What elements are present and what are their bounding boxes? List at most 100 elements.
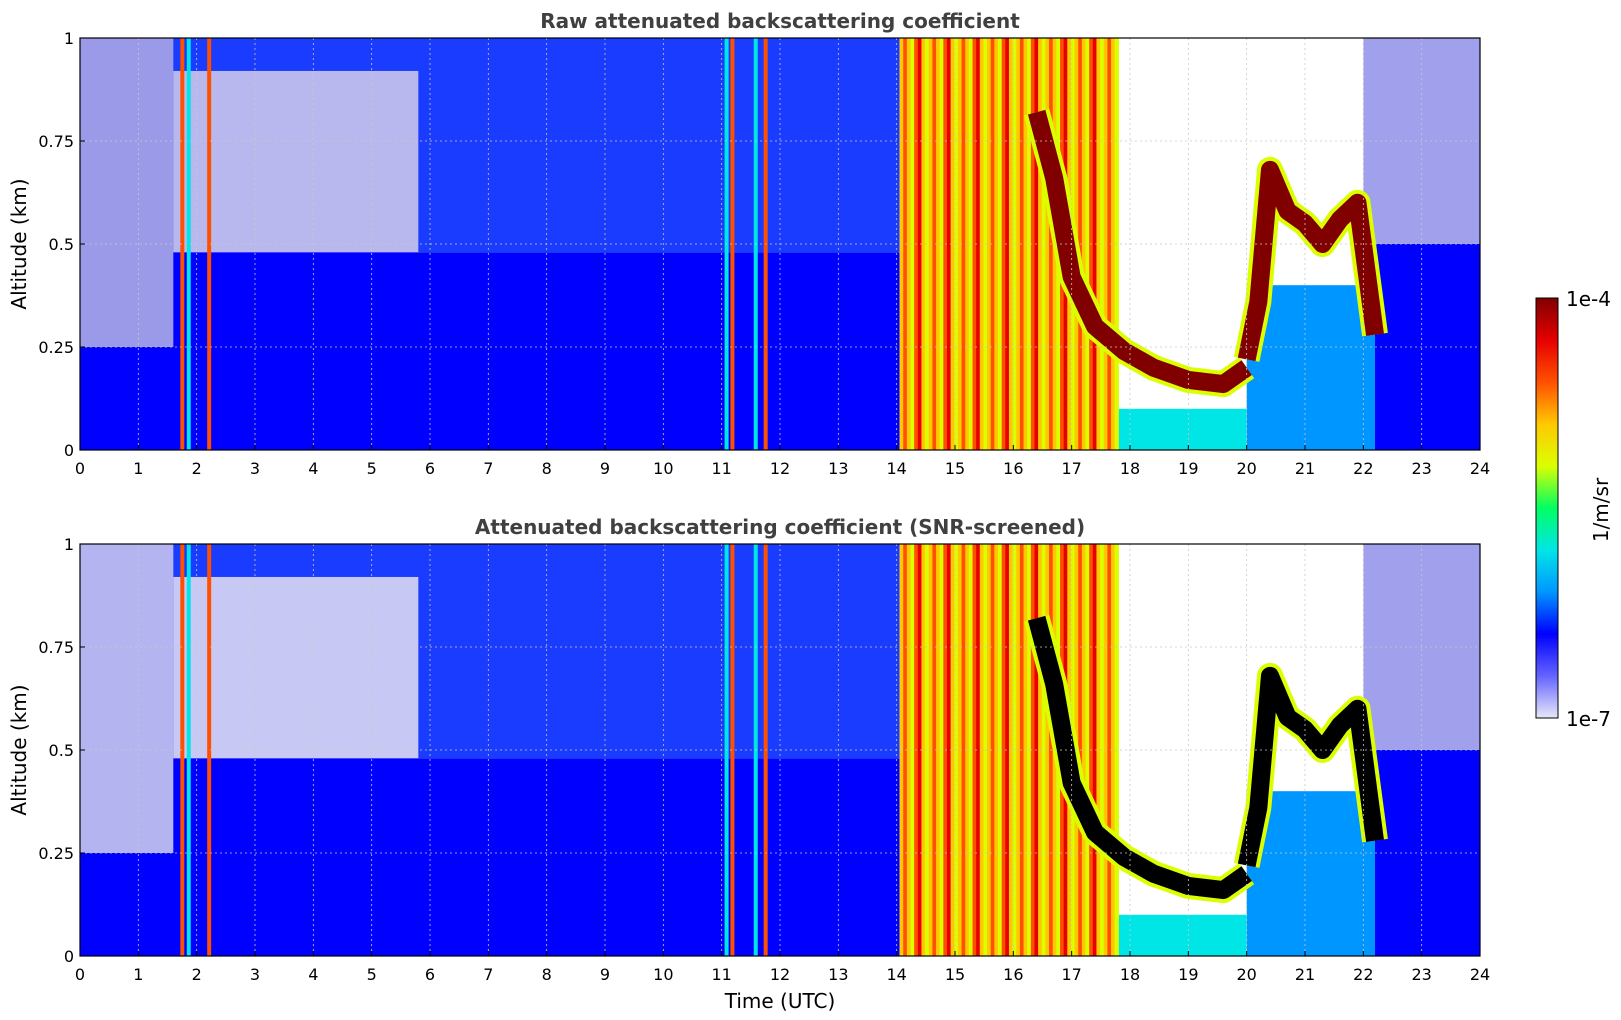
x-tick-label: 10 <box>653 459 673 478</box>
x-tick-label: 14 <box>886 965 906 984</box>
precip-column <box>950 544 955 956</box>
vertical-streak <box>207 544 212 956</box>
x-tick-label: 2 <box>192 459 202 478</box>
x-tick-label: 9 <box>600 459 610 478</box>
precip-column <box>917 544 923 956</box>
x-tick-label: 4 <box>308 459 318 478</box>
heatmap-region <box>80 252 900 450</box>
colorbar-min-label: 1e-7 <box>1566 707 1611 731</box>
heatmap-region <box>173 70 419 253</box>
precip-column <box>961 38 966 450</box>
x-tick-label: 19 <box>1178 965 1198 984</box>
x-tick-label: 10 <box>653 965 673 984</box>
x-tick-label: 3 <box>250 965 260 984</box>
x-tick-label: 17 <box>1061 965 1081 984</box>
x-tick-label: 24 <box>1470 965 1490 984</box>
precip-column <box>987 38 992 450</box>
precip-column <box>1092 544 1098 956</box>
precip-column <box>921 38 926 450</box>
x-tick-label: 18 <box>1120 965 1140 984</box>
precip-column <box>1092 38 1098 450</box>
precip-column <box>1030 544 1036 956</box>
heatmap-region <box>80 38 174 347</box>
precip-column <box>1111 38 1116 450</box>
precip-column <box>1030 38 1036 450</box>
x-tick-label: 1 <box>133 459 143 478</box>
screened-backscatter-panel: Attenuated backscattering coefficient (S… <box>7 515 1490 1013</box>
x-tick-label: 5 <box>367 459 377 478</box>
x-tick-label: 13 <box>828 459 848 478</box>
precip-column <box>1081 544 1087 956</box>
precip-column <box>1045 544 1050 956</box>
heatmap-region <box>173 576 419 759</box>
precip-column <box>1001 544 1006 956</box>
y-tick-label: 0.25 <box>38 844 74 863</box>
precip-column <box>921 544 926 956</box>
precip-column <box>906 544 912 956</box>
precip-column <box>1096 38 1101 450</box>
precip-column <box>1096 544 1101 956</box>
x-tick-label: 17 <box>1061 459 1081 478</box>
x-tick-label: 3 <box>250 459 260 478</box>
x-tick-label: 20 <box>1236 459 1256 478</box>
precip-column <box>1085 38 1090 450</box>
raw-panel-title: Raw attenuated backscattering coefficien… <box>540 9 1020 33</box>
x-tick-label: 22 <box>1353 459 1373 478</box>
precip-column <box>1005 38 1010 450</box>
heatmap-region <box>1118 914 1247 956</box>
precip-column <box>925 544 930 956</box>
x-tick-label: 0 <box>75 965 85 984</box>
x-tick-label: 15 <box>945 965 965 984</box>
x-tick-label: 14 <box>886 459 906 478</box>
precip-column <box>1019 544 1025 956</box>
precip-column <box>936 38 941 450</box>
y-tick-label: 0.75 <box>38 638 74 657</box>
raw-backscatter-panel: Raw attenuated backscattering coefficien… <box>7 9 1490 478</box>
y-tick-label: 0.25 <box>38 338 74 357</box>
precip-column <box>1085 544 1090 956</box>
precip-column <box>1041 38 1047 450</box>
precip-column <box>1100 544 1105 956</box>
y-tick-label: 1 <box>64 29 74 48</box>
colorbar-max-label: 1e-4 <box>1566 287 1611 311</box>
colorbar-scale <box>1535 297 1559 719</box>
precip-column <box>1107 544 1112 956</box>
precip-column <box>1027 38 1032 450</box>
screened-y-axis-label: Altitude (km) <box>7 684 31 815</box>
vertical-streak <box>730 544 735 956</box>
precip-column <box>1107 38 1112 450</box>
y-tick-label: 0.75 <box>38 132 74 151</box>
precip-column <box>906 38 912 450</box>
heatmap-region <box>1270 38 1364 195</box>
x-tick-label: 0 <box>75 459 85 478</box>
x-tick-label: 2 <box>192 965 202 984</box>
raw-y-axis-label: Altitude (km) <box>7 178 31 309</box>
precip-column <box>987 544 992 956</box>
x-tick-label: 23 <box>1411 965 1431 984</box>
precip-column <box>1081 38 1087 450</box>
vertical-streak <box>180 38 185 450</box>
x-tick-label: 19 <box>1178 459 1198 478</box>
cloud-base-layer <box>1027 109 1252 394</box>
x-tick-label: 11 <box>711 965 731 984</box>
vertical-streak <box>186 38 191 450</box>
x-tick-label: 13 <box>828 965 848 984</box>
heatmap-region <box>1118 38 1270 335</box>
y-tick-label: 0 <box>64 441 74 460</box>
x-tick-label: 22 <box>1353 965 1373 984</box>
y-tick-label: 0.5 <box>49 741 74 760</box>
precip-column <box>961 544 966 956</box>
colorbar: 1e-4 1e-7 1/m/sr <box>1535 287 1613 731</box>
x-tick-label: 24 <box>1470 459 1490 478</box>
x-tick-label: 5 <box>367 965 377 984</box>
x-tick-label: 8 <box>542 965 552 984</box>
precip-column <box>965 38 970 450</box>
x-tick-label: 21 <box>1295 459 1315 478</box>
screened-y-ticks: 0 0.25 0.5 0.75 1 <box>38 535 85 966</box>
precip-column <box>990 544 995 956</box>
precip-column <box>1111 544 1116 956</box>
precip-column <box>932 544 937 956</box>
x-tick-label: 6 <box>425 965 435 984</box>
screened-gridlines <box>80 544 1480 956</box>
